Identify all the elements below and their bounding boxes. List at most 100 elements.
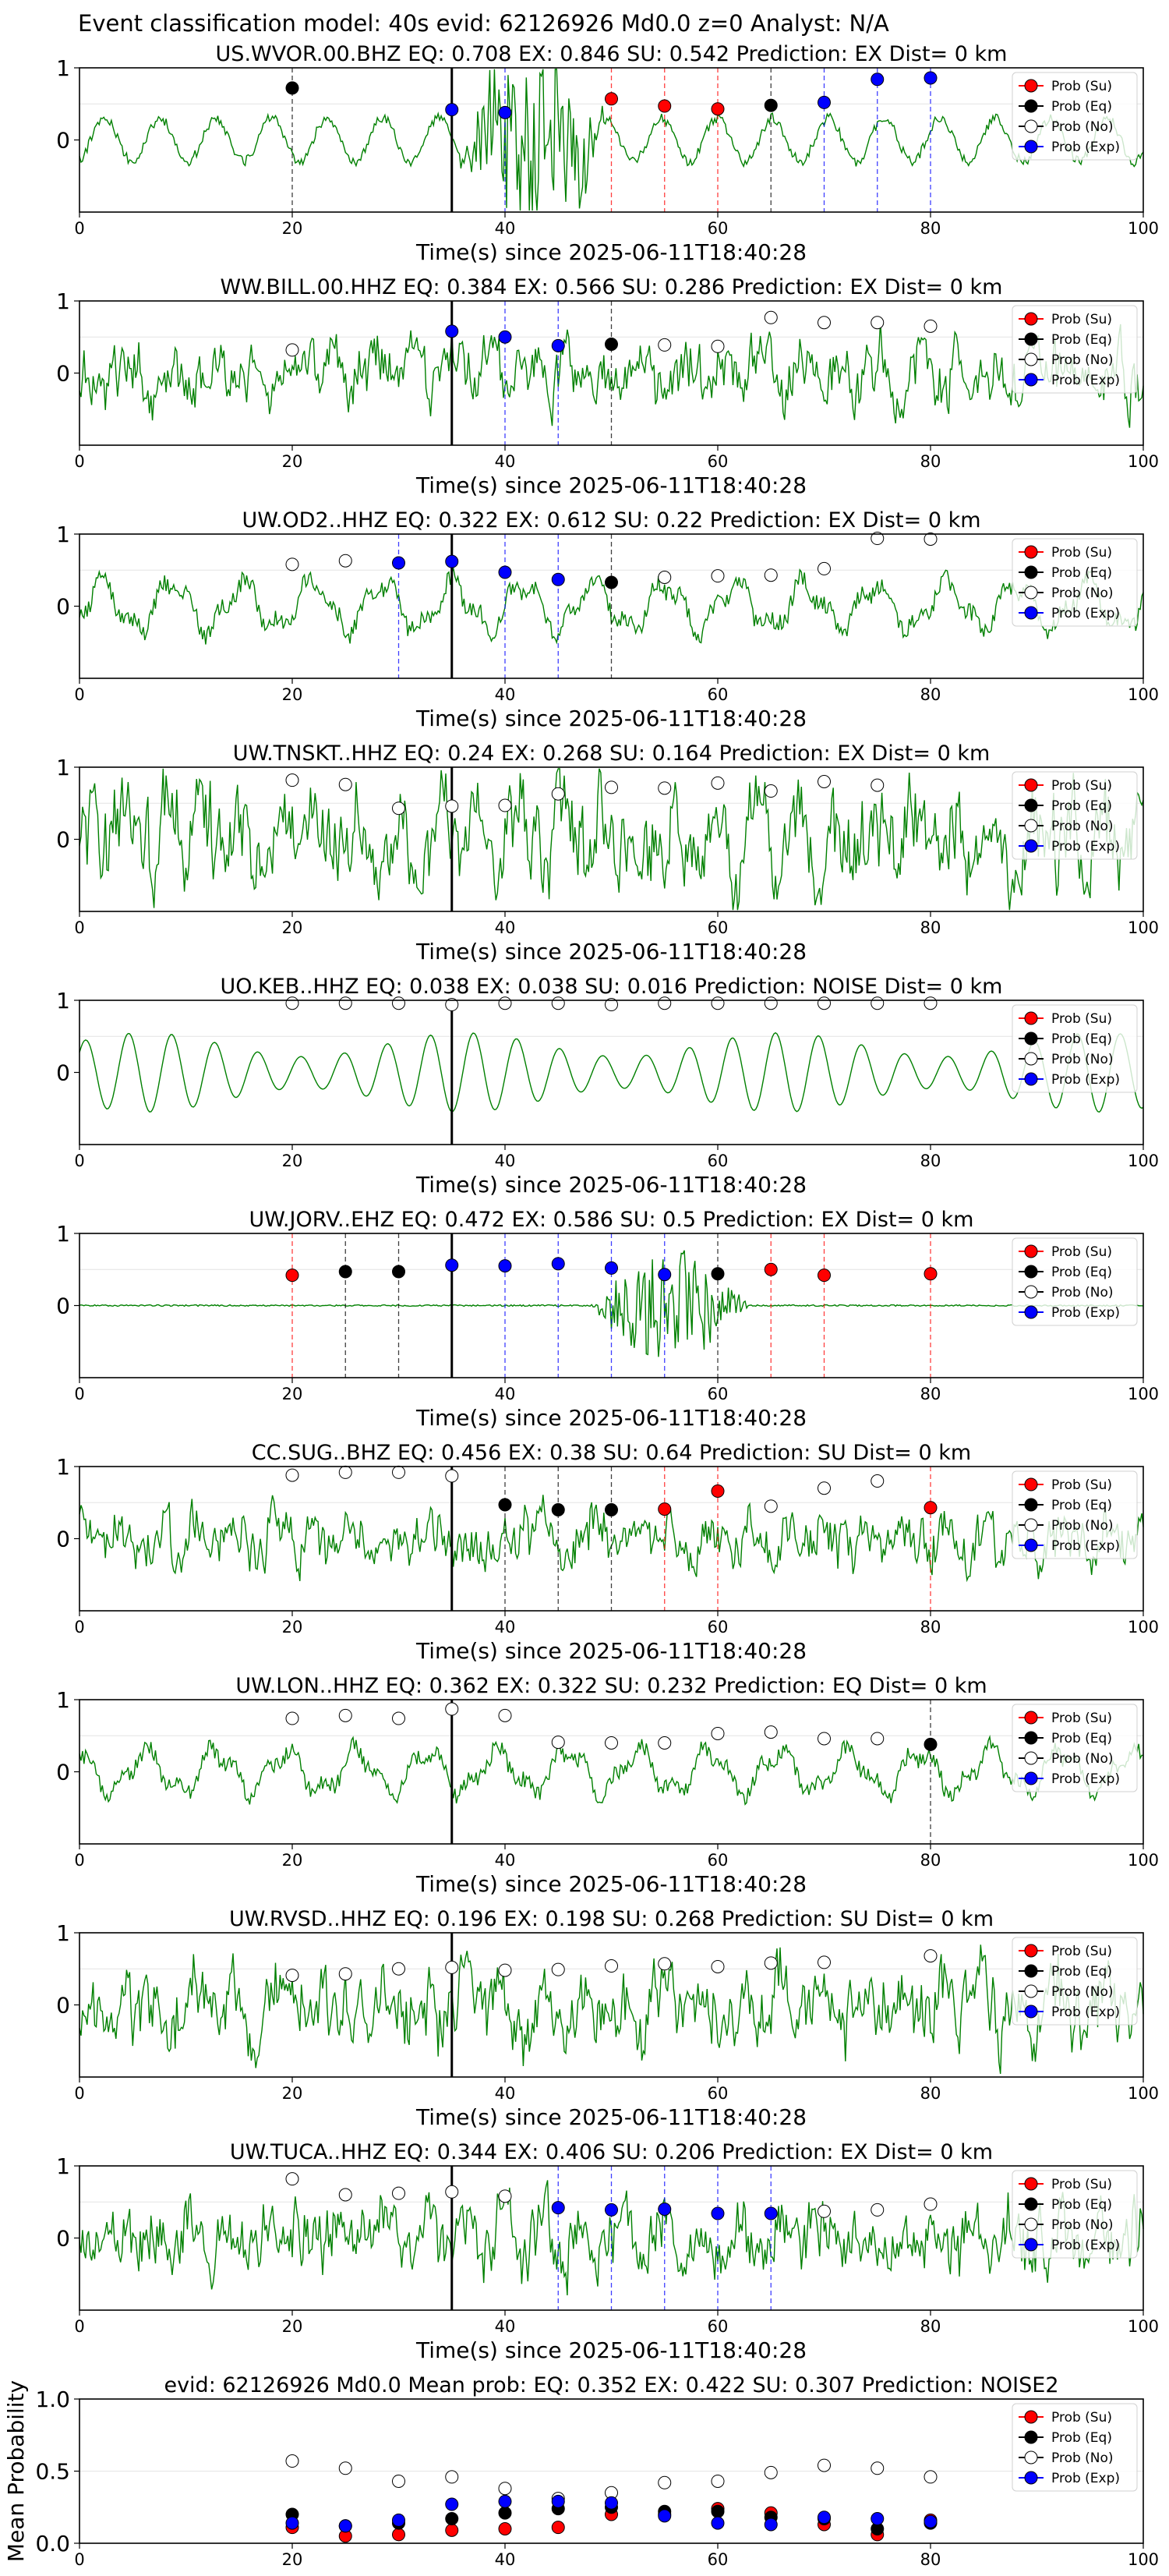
legend-label-no: Prob (No) <box>1051 1052 1114 1067</box>
x-tick-label: 20 <box>282 1152 303 1170</box>
legend-label-su: Prob (Su) <box>1051 1011 1112 1027</box>
mean-point-exp <box>285 2516 299 2530</box>
plot-frame <box>79 533 1144 679</box>
prob-point-no <box>818 1732 831 1746</box>
x-tick-label: 40 <box>495 1385 516 1403</box>
mean-point-no <box>764 2465 778 2479</box>
legend-label-eq: Prob (Eq) <box>1051 565 1112 581</box>
legend-marker-exp <box>1024 606 1038 620</box>
x-tick-label: 100 <box>1128 1851 1159 1870</box>
legend-marker-eq <box>1024 1031 1038 1046</box>
y-tick-label: 0 <box>56 1060 70 1086</box>
x-tick-label: 60 <box>708 2084 729 2103</box>
x-tick-label: 100 <box>1128 219 1159 238</box>
x-tick-label: 0 <box>74 1618 84 1637</box>
x-tick-label: 60 <box>708 2550 729 2569</box>
x-tick-label: 20 <box>282 918 303 937</box>
panel-title: UW.TUCA..HHZ EQ: 0.344 EX: 0.406 SU: 0.2… <box>230 2140 993 2164</box>
prob-point-exp <box>605 2203 618 2217</box>
x-tick-label: 80 <box>920 2317 941 2336</box>
x-tick-label: 100 <box>1128 452 1159 471</box>
y-tick-label: 1 <box>56 1920 70 1946</box>
prob-point-exp <box>551 2201 565 2215</box>
x-tick-label: 80 <box>920 2084 941 2103</box>
mean-point-no <box>338 2461 352 2475</box>
x-tick-label: 0 <box>74 1851 84 1870</box>
prob-point-su <box>818 1269 831 1283</box>
prob-point-no <box>285 1711 299 1725</box>
x-tick-label: 40 <box>495 1851 516 1870</box>
legend-label-no: Prob (No) <box>1051 1751 1114 1767</box>
legend-marker-su <box>1024 312 1038 326</box>
legend-label-no: Prob (No) <box>1051 1518 1114 1534</box>
legend-label-su: Prob (Su) <box>1051 312 1112 327</box>
legend-marker-no <box>1024 1285 1038 1299</box>
prob-point-no <box>818 316 831 330</box>
prob-point-no <box>498 2189 512 2203</box>
legend-box <box>1012 771 1138 860</box>
prob-point-eq <box>605 575 618 589</box>
legend-marker-no <box>1024 119 1038 133</box>
mean-point-no <box>498 2482 512 2496</box>
legend-marker-exp <box>1024 839 1038 853</box>
legend-marker-no <box>1024 2217 1038 2231</box>
prob-point-no <box>551 787 565 801</box>
mean-point-su <box>445 2523 459 2537</box>
prob-point-no <box>285 557 299 571</box>
panel-title: CC.SUG..BHZ EQ: 0.456 EX: 0.38 SU: 0.64 … <box>252 1441 971 1465</box>
prob-point-no <box>871 316 885 330</box>
figure-suptitle: Event classification model: 40s evid: 62… <box>78 10 889 37</box>
prob-point-no <box>764 1956 778 1970</box>
prob-point-no <box>498 996 512 1010</box>
legend-label-exp: Prob (Exp) <box>1051 606 1120 621</box>
prob-point-no <box>818 2204 831 2218</box>
legend-marker-no <box>1024 819 1038 833</box>
prob-point-su <box>605 92 618 106</box>
y-tick-label: 1 <box>56 288 70 314</box>
prob-point-exp <box>658 1268 672 1282</box>
mean-point-exp <box>445 2497 459 2511</box>
x-tick-label: 100 <box>1128 1152 1159 1170</box>
prob-point-no <box>605 1959 618 1973</box>
legend-marker-no <box>1024 1052 1038 1066</box>
prob-point-no <box>498 1708 512 1722</box>
panel-title: UW.LON..HHZ EQ: 0.362 EX: 0.322 SU: 0.23… <box>235 1674 987 1698</box>
prob-point-no <box>871 1474 885 1488</box>
legend-label-no: Prob (No) <box>1051 2450 1114 2466</box>
legend-label-no: Prob (No) <box>1051 1984 1114 2000</box>
mean-point-no <box>711 2474 725 2488</box>
legend-label-exp: Prob (Exp) <box>1051 1072 1120 1088</box>
y-tick-label: 1 <box>56 1221 70 1247</box>
prob-point-no <box>392 996 405 1010</box>
prob-point-no <box>658 571 672 584</box>
prob-point-no <box>658 1736 672 1750</box>
x-tick-label: 80 <box>920 1385 941 1403</box>
prob-point-no <box>285 1468 299 1482</box>
prob-point-no <box>392 801 405 816</box>
y-tick-label: 1 <box>56 1687 70 1713</box>
prob-point-exp <box>445 1258 459 1272</box>
legend-label-eq: Prob (Eq) <box>1051 2197 1112 2213</box>
prob-point-eq <box>285 81 299 95</box>
prob-point-no <box>605 780 618 794</box>
x-tick-label: 20 <box>282 1851 303 1870</box>
plot-frame <box>79 1233 1144 1378</box>
prob-point-exp <box>498 105 512 119</box>
panel-title: US.WVOR.00.BHZ EQ: 0.708 EX: 0.846 SU: 0… <box>216 42 1008 66</box>
legend-marker-eq <box>1024 565 1038 579</box>
prob-point-no <box>924 1949 938 1963</box>
plot-frame <box>79 67 1144 213</box>
legend-label-eq: Prob (Eq) <box>1051 2430 1112 2446</box>
prob-point-su <box>711 1484 725 1498</box>
legend-box <box>1012 1704 1138 1792</box>
prob-point-no <box>338 1708 352 1722</box>
prob-point-no <box>338 1465 352 1479</box>
legend-label-su: Prob (Su) <box>1051 1477 1112 1493</box>
x-tick-label: 100 <box>1128 1385 1159 1403</box>
legend-marker-exp <box>1024 2005 1038 2019</box>
y-tick-label: 1.0 <box>35 2387 70 2412</box>
plot-frame <box>79 2398 1144 2544</box>
legend-label-su: Prob (Su) <box>1051 778 1112 794</box>
prob-point-no <box>392 1962 405 1976</box>
y-tick-label: 0 <box>56 1293 70 1319</box>
